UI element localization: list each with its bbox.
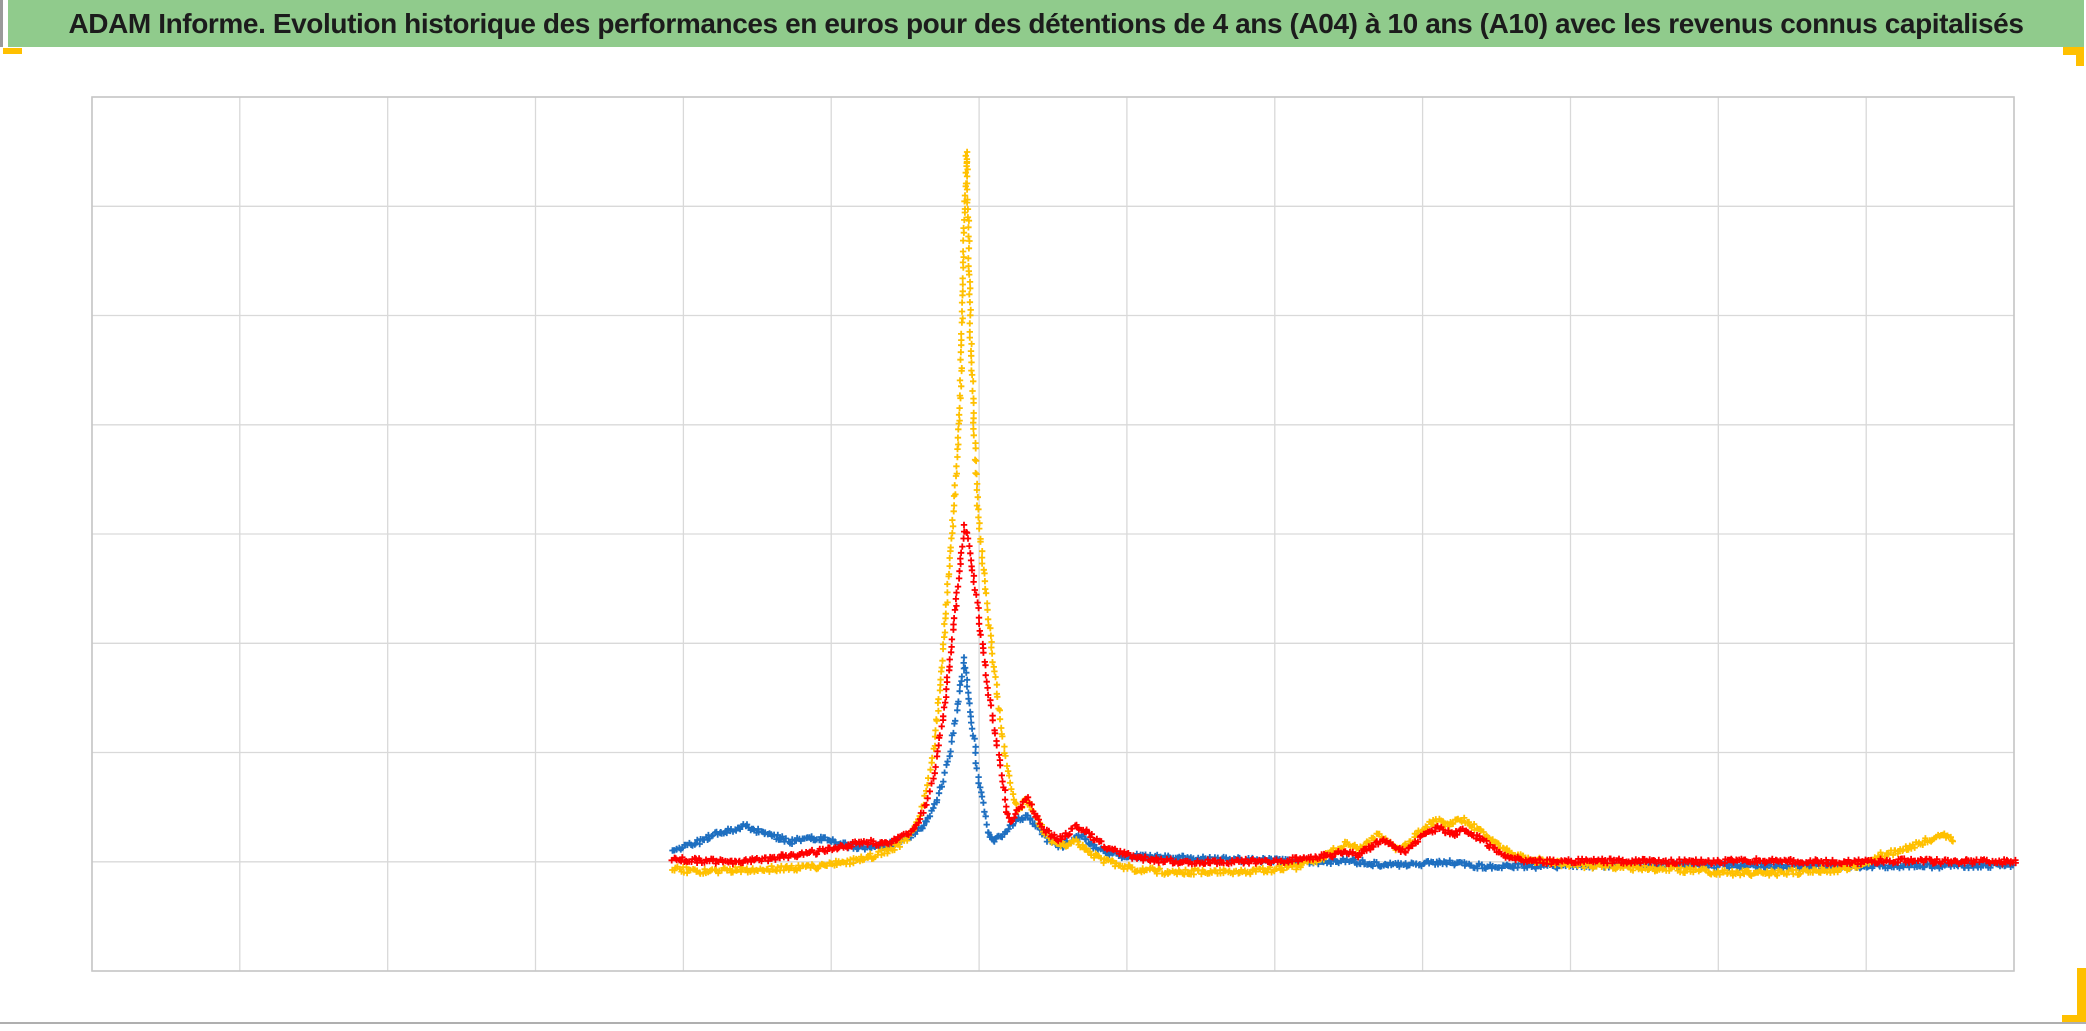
series-gold-points[interactable] [669, 148, 1956, 879]
plot-area-border [91, 96, 2015, 972]
series-red-points[interactable] [668, 521, 2019, 868]
selection-handle-bottom-right [2077, 968, 2086, 1023]
selection-handle-top-right-arm [2076, 47, 2084, 66]
window-edge [0, 0, 3, 47]
selection-handle-top-left [3, 48, 22, 54]
selection-handle-top-right [2063, 47, 2084, 55]
selection-handle-bottom-right-arm [2062, 1015, 2086, 1023]
chart-title-cell: ADAM Informe. Evolution historique des p… [8, 0, 2084, 47]
chart-title-text: ADAM Informe. Evolution historique des p… [68, 7, 2024, 39]
sheet-separator-line [0, 1022, 2086, 1024]
